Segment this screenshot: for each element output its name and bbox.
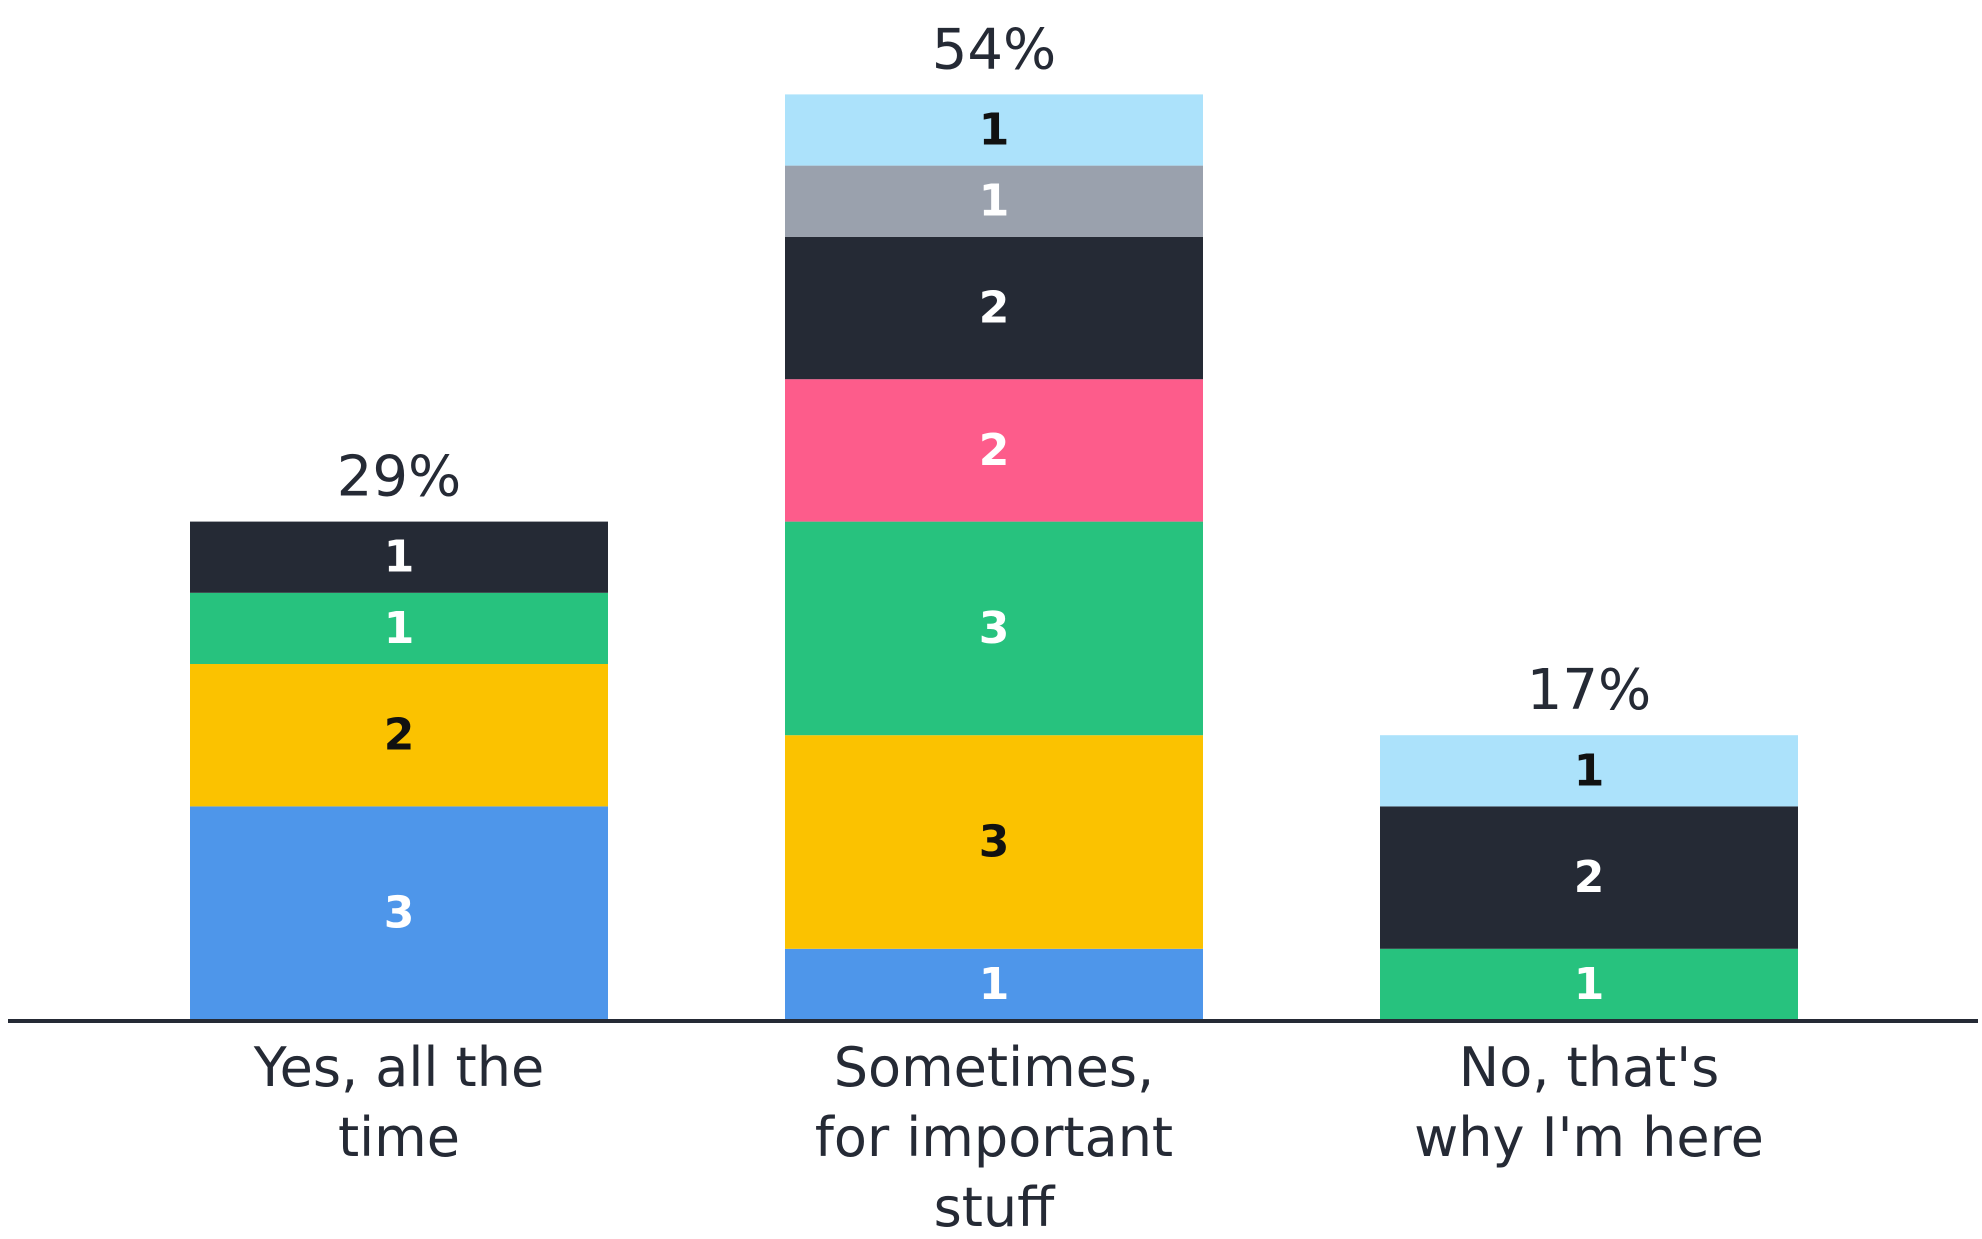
bar-segment bbox=[785, 735, 1203, 949]
bar-segment bbox=[1380, 735, 1798, 807]
segment-value-label: 1 bbox=[1574, 959, 1605, 1010]
bar-segment bbox=[785, 521, 1203, 736]
bar-total-label: 29% bbox=[337, 445, 461, 510]
bar-segment bbox=[190, 806, 608, 1020]
category-label: stuff bbox=[934, 1176, 1057, 1239]
category-label: time bbox=[338, 1106, 460, 1169]
segment-value-label: 1 bbox=[979, 105, 1010, 156]
segment-value-label: 3 bbox=[384, 888, 415, 939]
segment-value-label: 1 bbox=[1574, 745, 1605, 796]
segment-value-label: 2 bbox=[384, 710, 415, 761]
segment-value-label: 3 bbox=[979, 603, 1010, 654]
bar-segment bbox=[190, 521, 608, 593]
bar-segment bbox=[785, 94, 1203, 166]
category-label: No, that's bbox=[1459, 1036, 1719, 1099]
segment-value-label: 1 bbox=[979, 959, 1010, 1010]
category-label: for important bbox=[815, 1106, 1173, 1169]
segment-value-label: 2 bbox=[979, 283, 1010, 334]
category-label: Sometimes, bbox=[834, 1036, 1154, 1099]
category-label: Yes, all the bbox=[253, 1036, 544, 1099]
bar-total-label: 17% bbox=[1527, 658, 1651, 723]
bar-total-label: 54% bbox=[932, 17, 1056, 82]
bar-segment bbox=[785, 379, 1203, 522]
segment-value-label: 2 bbox=[979, 425, 1010, 476]
bar-segment bbox=[190, 592, 608, 664]
bar-segment bbox=[785, 165, 1203, 237]
category-label: why I'm here bbox=[1414, 1106, 1764, 1169]
segment-value-label: 1 bbox=[384, 532, 415, 583]
segment-value-label: 3 bbox=[979, 817, 1010, 868]
bar-segment bbox=[1380, 948, 1798, 1020]
bar-segment bbox=[785, 948, 1203, 1020]
bar-segment bbox=[1380, 806, 1798, 949]
segment-value-label: 2 bbox=[1574, 852, 1605, 903]
segment-value-label: 1 bbox=[979, 176, 1010, 227]
segment-value-label: 1 bbox=[384, 603, 415, 654]
bar-segment bbox=[785, 236, 1203, 380]
bar-segment bbox=[190, 664, 608, 807]
